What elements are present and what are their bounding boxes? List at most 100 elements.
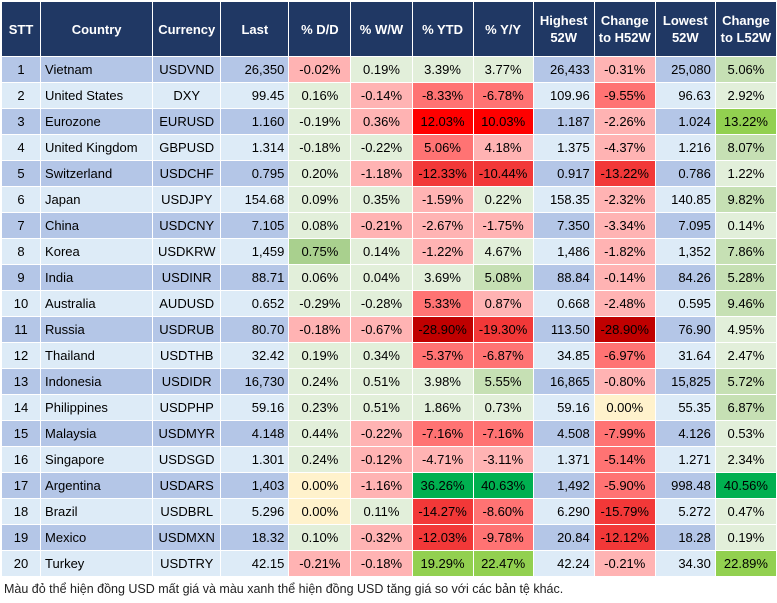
cell-high: 113.50	[532, 316, 595, 343]
cell-yy: -8.60%	[472, 498, 534, 525]
cell-currency: USDRUB	[152, 316, 222, 343]
header-last: Last	[220, 1, 290, 57]
cell-last: 16,730	[220, 368, 290, 395]
header-country: Country	[40, 1, 154, 57]
cell-currency: USDTHB	[152, 342, 222, 369]
table-row: 8 Korea USDKRW 1,459 0.75% 0.14% -1.22% 4.67% 1,…	[0, 238, 777, 265]
cell-h52: 0.00%	[593, 394, 656, 421]
cell-low: 0.595	[654, 290, 716, 317]
cell-ytd: 5.33%	[411, 290, 474, 317]
table-row: 13 Indonesia USDIDR 16,730 0.24% 0.51% 3.98% 5.…	[0, 368, 777, 395]
cell-yy: 4.18%	[472, 134, 534, 161]
cell-low: 96.63	[654, 82, 716, 109]
cell-country: Australia	[40, 290, 154, 317]
table-row: 17 Argentina USDARS 1,403 0.00% -1.16% 36.26% 4…	[0, 472, 777, 499]
cell-currency: USDMXN	[152, 524, 222, 551]
cell-ww: 0.36%	[350, 108, 413, 135]
header-yy: % Y/Y	[472, 1, 534, 57]
cell-yy: 40.63%	[472, 472, 534, 499]
header-l52: Change to L52W	[714, 1, 777, 57]
cell-ww: 0.51%	[350, 394, 413, 421]
cell-h52: -15.79%	[593, 498, 656, 525]
cell-yy: -7.16%	[472, 420, 534, 447]
cell-low: 31.64	[654, 342, 716, 369]
cell-high: 42.24	[532, 550, 595, 577]
cell-last: 154.68	[220, 186, 290, 213]
header-ytd: % YTD	[411, 1, 474, 57]
cell-low: 1.216	[654, 134, 716, 161]
cell-last: 99.45	[220, 82, 290, 109]
cell-l52: 5.28%	[714, 264, 777, 291]
cell-high: 1,486	[532, 238, 595, 265]
cell-ww: -0.18%	[350, 550, 413, 577]
cell-ww: 0.35%	[350, 186, 413, 213]
cell-h52: -0.31%	[593, 56, 656, 83]
cell-ww: -0.67%	[350, 316, 413, 343]
cell-country: Vietnam	[40, 56, 154, 83]
cell-dd: 0.10%	[288, 524, 352, 551]
cell-ytd: -5.37%	[411, 342, 474, 369]
cell-high: 34.85	[532, 342, 595, 369]
cell-h52: -2.32%	[593, 186, 656, 213]
cell-country: Argentina	[40, 472, 154, 499]
cell-low: 34.30	[654, 550, 716, 577]
cell-stt: 5	[0, 160, 42, 187]
cell-ww: -0.21%	[350, 212, 413, 239]
cell-dd: 0.44%	[288, 420, 352, 447]
cell-h52: -3.34%	[593, 212, 656, 239]
header-high: Highest 52W	[532, 1, 595, 57]
table-row: 20 Turkey USDTRY 42.15 -0.21% -0.18% 19.29% 22.…	[0, 550, 777, 577]
cell-dd: -0.29%	[288, 290, 352, 317]
cell-yy: 0.22%	[472, 186, 534, 213]
cell-dd: 0.24%	[288, 446, 352, 473]
cell-dd: 0.16%	[288, 82, 352, 109]
cell-ytd: 12.03%	[411, 108, 474, 135]
cell-h52: -7.99%	[593, 420, 656, 447]
cell-ytd: 3.69%	[411, 264, 474, 291]
cell-dd: 0.24%	[288, 368, 352, 395]
cell-high: 88.84	[532, 264, 595, 291]
header-row: STT Country Currency Last% D/D% W/W% YTD% Y…	[0, 1, 777, 57]
cell-yy: 0.87%	[472, 290, 534, 317]
cell-currency: USDARS	[152, 472, 222, 499]
cell-last: 18.32	[220, 524, 290, 551]
table-row: 14 Philippines USDPHP 59.16 0.23% 0.51% 1.86% 0…	[0, 394, 777, 421]
cell-ww: 0.14%	[350, 238, 413, 265]
cell-stt: 8	[0, 238, 42, 265]
cell-l52: 2.47%	[714, 342, 777, 369]
cell-h52: -5.90%	[593, 472, 656, 499]
cell-last: 26,350	[220, 56, 290, 83]
cell-stt: 10	[0, 290, 42, 317]
cell-currency: USDVND	[152, 56, 222, 83]
cell-stt: 3	[0, 108, 42, 135]
table-row: 15 Malaysia USDMYR 4.148 0.44% -0.22% -7.16% -7…	[0, 420, 777, 447]
cell-currency: DXY	[152, 82, 222, 109]
cell-ytd: -28.90%	[411, 316, 474, 343]
cell-country: Japan	[40, 186, 154, 213]
cell-ww: -0.28%	[350, 290, 413, 317]
cell-high: 0.668	[532, 290, 595, 317]
cell-low: 998.48	[654, 472, 716, 499]
cell-low: 7.095	[654, 212, 716, 239]
cell-low: 1.024	[654, 108, 716, 135]
cell-ytd: 36.26%	[411, 472, 474, 499]
cell-last: 0.652	[220, 290, 290, 317]
cell-h52: -12.12%	[593, 524, 656, 551]
table-row: 2 United States DXY 99.45 0.16% -0.14% -8.33% -…	[0, 82, 777, 109]
cell-last: 4.148	[220, 420, 290, 447]
cell-high: 158.35	[532, 186, 595, 213]
cell-yy: 22.47%	[472, 550, 534, 577]
cell-stt: 2	[0, 82, 42, 109]
cell-ww: -0.22%	[350, 134, 413, 161]
currency-table: STT Country Currency Last% D/D% W/W% YTD% Y…	[0, 1, 777, 577]
cell-low: 25,080	[654, 56, 716, 83]
cell-currency: USDCNY	[152, 212, 222, 239]
cell-last: 1,459	[220, 238, 290, 265]
header-low: Lowest 52W	[654, 1, 716, 57]
cell-last: 7.105	[220, 212, 290, 239]
table-row: 12 Thailand USDTHB 32.42 0.19% 0.34% -5.37% -6.…	[0, 342, 777, 369]
cell-low: 1.271	[654, 446, 716, 473]
cell-last: 1.301	[220, 446, 290, 473]
cell-h52: -0.14%	[593, 264, 656, 291]
cell-country: Philippines	[40, 394, 154, 421]
